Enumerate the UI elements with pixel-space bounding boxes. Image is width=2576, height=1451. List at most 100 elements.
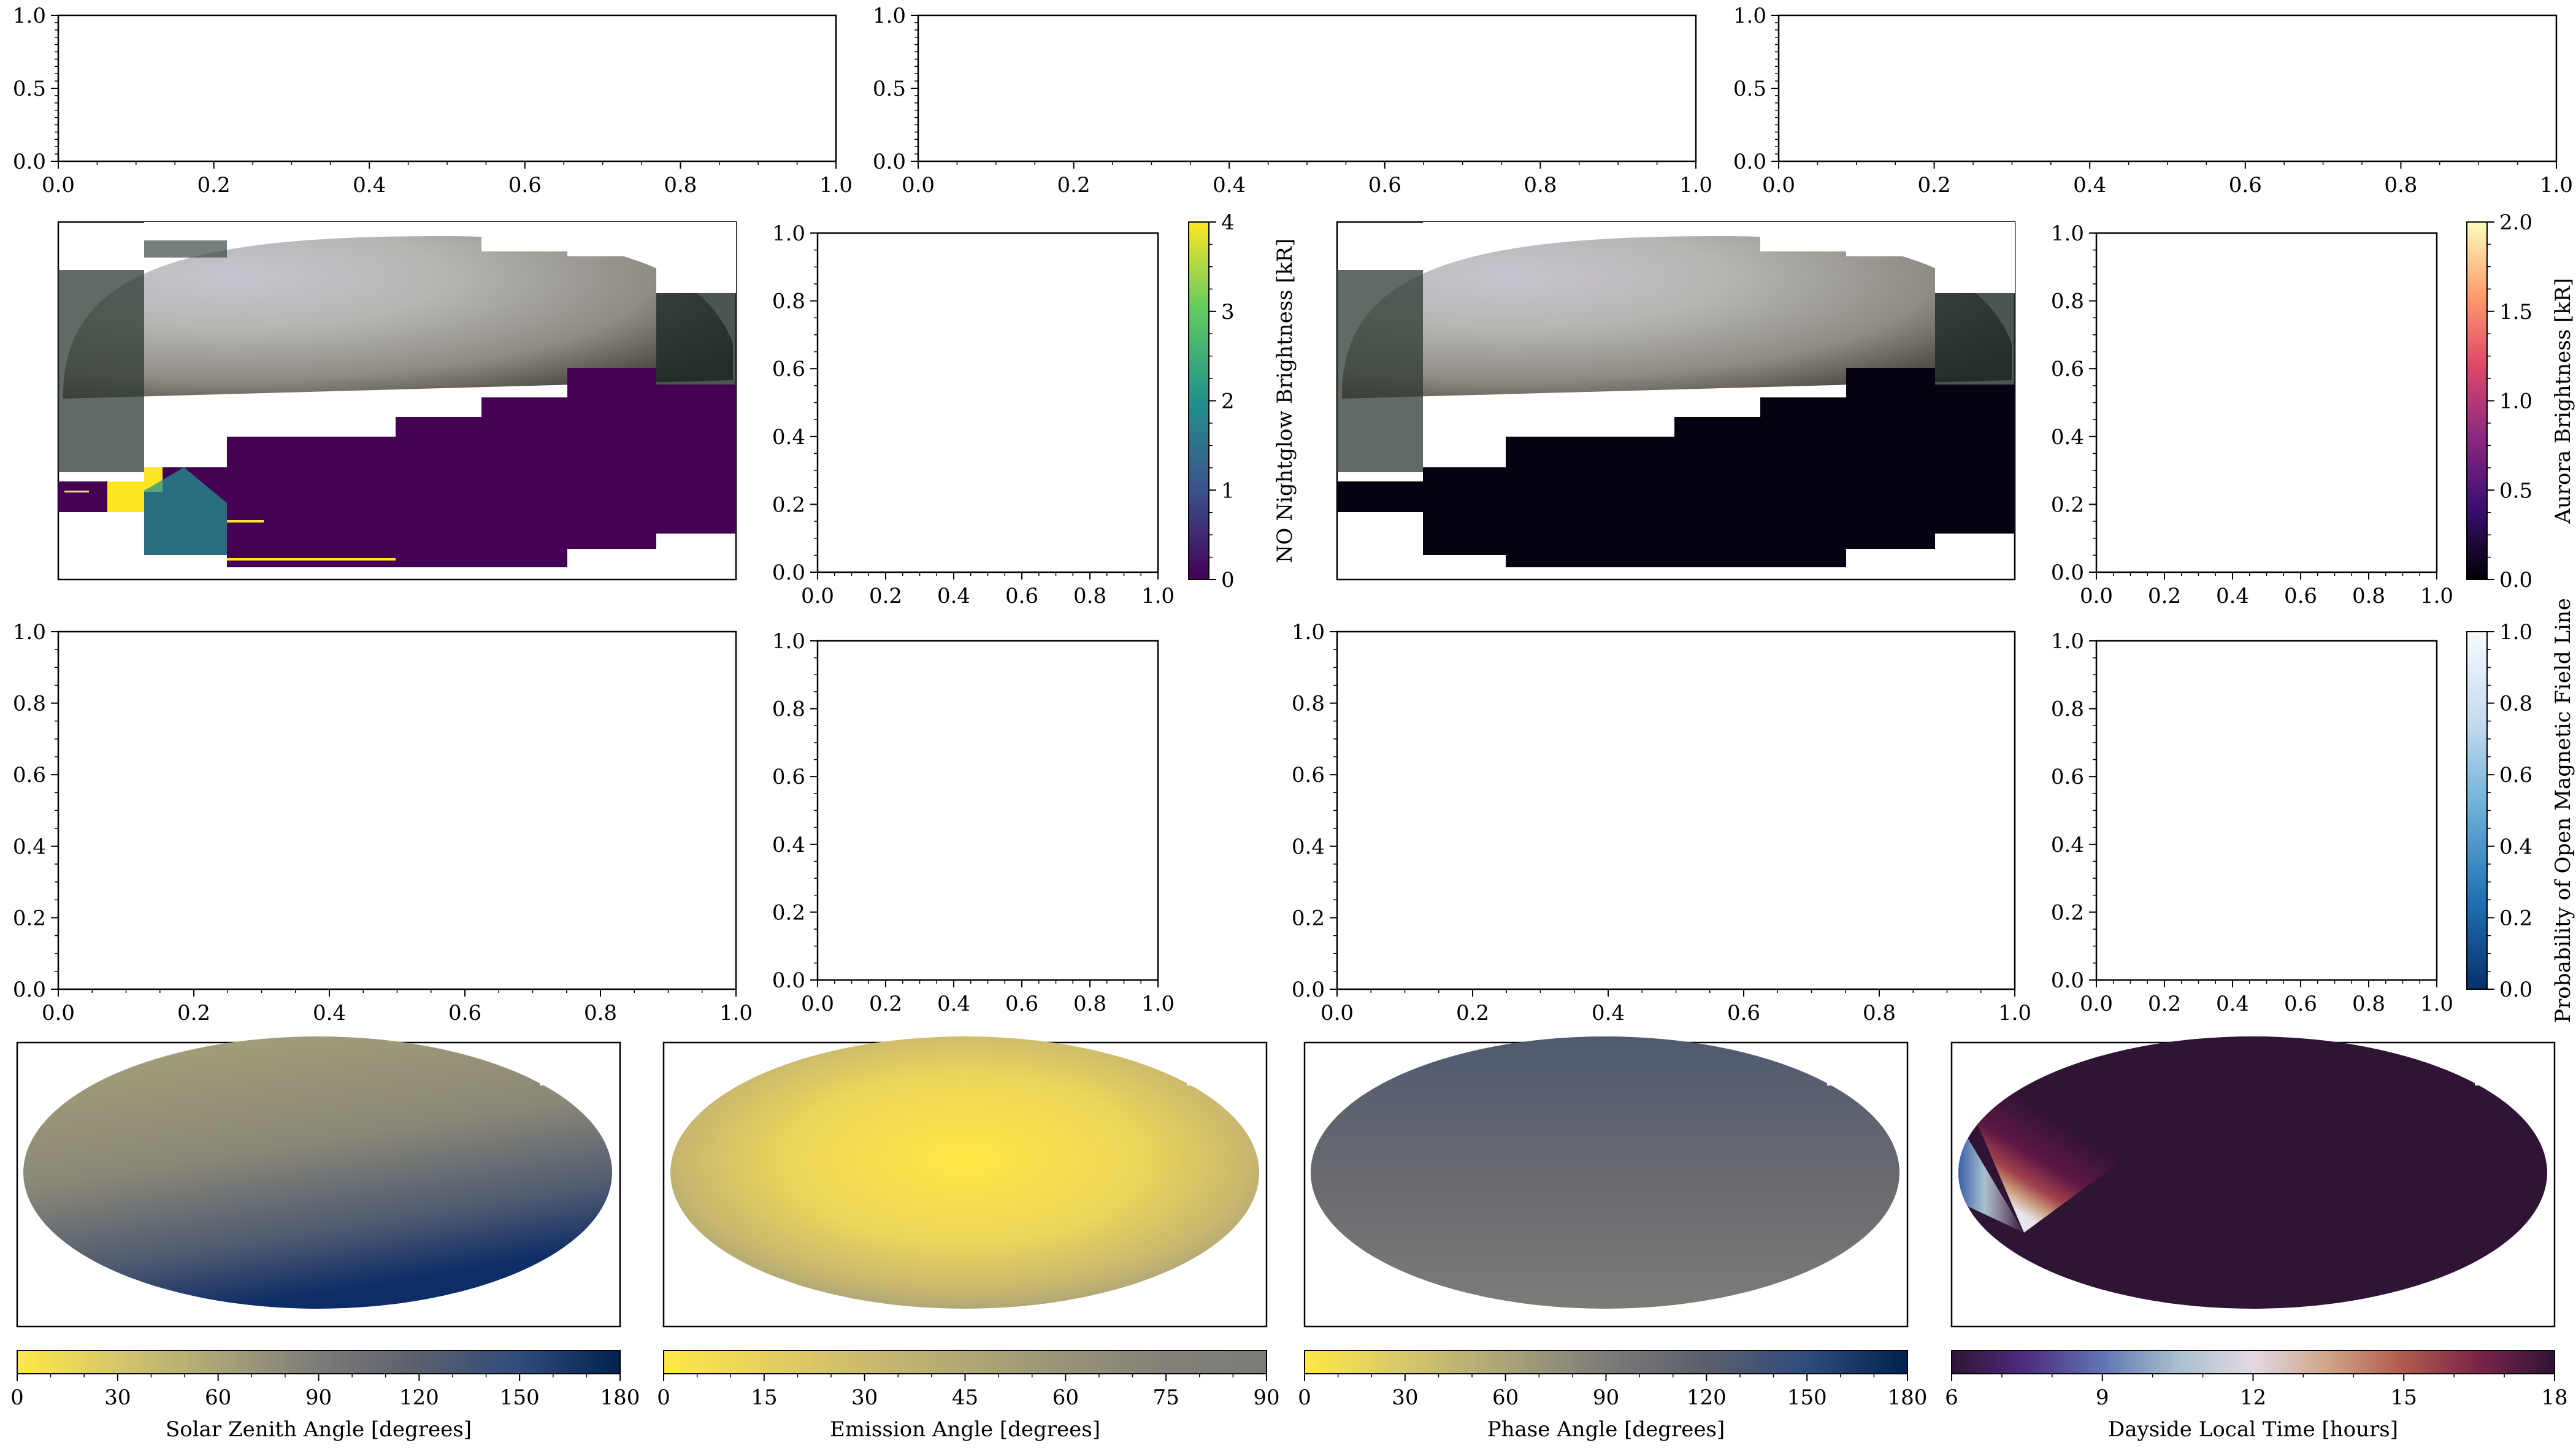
x-tick-label: 0.4 xyxy=(937,992,970,1016)
x-tick-label: 0.6 xyxy=(448,1001,481,1025)
x-tick-label: 0.8 xyxy=(664,173,697,197)
local-time-map-panel xyxy=(1950,1036,2556,1328)
axes-aurora-small: 0.0 0.2 0.4 0.6 0.8 1.0 0.0 0.2 0.4 0.6 0.8 1.0 xyxy=(2051,221,2453,608)
colorbar-tick-label: 150 xyxy=(1787,1385,1827,1410)
y-tick-label: 0.6 xyxy=(1292,763,1325,787)
x-tick-label: 0.2 xyxy=(2148,584,2181,608)
x-tick-label: 0.2 xyxy=(197,173,231,197)
y-tick-label: 1.0 xyxy=(13,4,46,28)
axes-nightglow-small: 0.0 0.2 0.4 0.6 0.8 1.0 0.0 0.2 0.4 0.6 0.8 1.0 xyxy=(772,221,1175,608)
colorbar-tick-label: 75 xyxy=(1153,1385,1179,1410)
x-tick-label: 0.8 xyxy=(1073,992,1106,1016)
x-tick-label: 0.0 xyxy=(1762,173,1795,197)
x-tick-label: 1.0 xyxy=(1998,1001,2031,1025)
y-tick-label: 1.0 xyxy=(772,221,805,246)
colorbar-phase-map: 0 30 60 90 120 150 180 Phase Angle [degrees] xyxy=(1298,1374,1927,1442)
x-tick-label: 0.0 xyxy=(801,992,834,1016)
colorbar-tick-label: 60 xyxy=(205,1385,231,1410)
y-tick-label: 0.0 xyxy=(772,968,805,993)
x-tick-label: 0.2 xyxy=(2148,992,2181,1016)
colorbar-tick-label: 0 xyxy=(1221,568,1235,592)
x-tick-label: 1.0 xyxy=(819,173,853,197)
dark-strip xyxy=(656,293,736,385)
x-tick-label: 0.6 xyxy=(2284,992,2317,1016)
axes-layer: 0.00.51.00.0 0.2 0.4 0.6 0.8 1.00.00.51.00.0 0… xyxy=(13,4,2573,1025)
x-tick-label: 0.6 xyxy=(2284,584,2317,608)
colorbar-tick-label: 45 xyxy=(952,1385,978,1410)
y-tick-label: 0.2 xyxy=(2051,900,2084,925)
x-tick-label: 0.6 xyxy=(2229,173,2262,197)
colorbar-tick-label: 30 xyxy=(851,1385,878,1410)
y-tick-label: 0.2 xyxy=(1292,906,1325,930)
y-tick-label: 0.6 xyxy=(13,763,46,787)
colorbar-tick-label: 15 xyxy=(751,1385,777,1410)
x-tick-label: 0.2 xyxy=(1456,1001,1489,1025)
colorbar-tick-label: 2.0 xyxy=(2499,210,2532,235)
colorbar-tick-label: 0.0 xyxy=(2499,978,2532,1002)
solar-zenith-map-panel xyxy=(16,1036,621,1328)
nightglow-line xyxy=(227,520,264,523)
y-tick-label: 0.8 xyxy=(1292,692,1325,716)
y-tick-label: 0.8 xyxy=(772,697,805,722)
y-tick-label: 1.0 xyxy=(873,4,906,28)
x-tick-label: 1.0 xyxy=(2420,584,2453,608)
x-tick-label: 0.8 xyxy=(1073,584,1106,608)
axes-frame xyxy=(2095,640,2438,981)
x-tick-label: 0.4 xyxy=(313,1001,346,1025)
nightglow-swath xyxy=(58,368,736,567)
colorbar-tick-label: 30 xyxy=(104,1385,131,1410)
y-tick-label: 0.6 xyxy=(2051,765,2084,789)
y-tick-label: 0.8 xyxy=(2051,289,2084,314)
y-tick-label: 0.4 xyxy=(2051,425,2084,450)
aurora-swath xyxy=(1337,368,2015,567)
x-tick-label: 0.0 xyxy=(902,173,935,197)
y-tick-label: 0.4 xyxy=(2051,833,2084,857)
x-tick-label: 0.2 xyxy=(1057,173,1091,197)
colorbar-tick-label: 0 xyxy=(1298,1385,1311,1410)
colorbar-label: Dayside Local Time [hours] xyxy=(2108,1417,2398,1442)
colorbar-tick-label: 1 xyxy=(1221,478,1235,503)
colorbar-label: Phase Angle [degrees] xyxy=(1487,1417,1725,1442)
colorbar-tick-label: 180 xyxy=(1888,1385,1928,1410)
x-tick-label: 0.4 xyxy=(1213,173,1246,197)
colorbar-tick-label: 180 xyxy=(600,1385,640,1410)
colorbar-emission-map: 0 15 30 45 60 75 90 Emission Angle [degrees] xyxy=(657,1374,1280,1442)
colorbar-tick-label: 0.2 xyxy=(2499,906,2532,930)
swath-mask xyxy=(1337,222,2015,293)
colorbar-tick-label: 0.8 xyxy=(2499,692,2532,716)
colorbar-tick-label: 0.4 xyxy=(2499,835,2532,859)
axes-row3-small-right: 0.0 0.2 0.4 0.6 0.8 1.0 0.0 0.2 0.4 0.6 0.8 1.0 xyxy=(2051,629,2453,1016)
colorbar-tick-label: 0 xyxy=(10,1385,24,1410)
y-tick-label: 0.0 xyxy=(1733,150,1766,174)
y-tick-label: 0.0 xyxy=(13,150,46,174)
x-tick-label: 1.0 xyxy=(719,1001,753,1025)
colorbar-phase xyxy=(1304,1350,1908,1374)
axes-frame xyxy=(57,630,737,990)
y-tick-label: 0.4 xyxy=(772,425,805,450)
y-tick-label: 0.2 xyxy=(2051,492,2084,517)
y-tick-label: 1.0 xyxy=(13,620,46,645)
swath-mask xyxy=(58,222,736,293)
aurora-map-panel xyxy=(1336,221,2016,581)
x-tick-label: 0.0 xyxy=(2080,584,2113,608)
x-tick-label: 0.0 xyxy=(2080,992,2113,1016)
y-tick-label: 0.0 xyxy=(2051,968,2084,993)
colorbar-tick-label: 0 xyxy=(657,1385,670,1410)
x-tick-label: 0.6 xyxy=(1005,584,1038,608)
nightglow-line xyxy=(227,558,396,561)
x-tick-label: 0.2 xyxy=(177,1001,210,1025)
colorbar-tick-label: 0.5 xyxy=(2499,478,2532,503)
colorbar-label: Solar Zenith Angle [degrees] xyxy=(166,1417,472,1442)
colorbar-tick-label: 90 xyxy=(1253,1385,1279,1410)
x-tick-label: 0.8 xyxy=(2352,584,2385,608)
colorbar-label: Emission Angle [degrees] xyxy=(830,1417,1100,1442)
axes-top-middle: 0.0 0.5 1.0 0.0 0.2 0.4 0.6 0.8 1.0 xyxy=(873,4,1712,197)
nightglow-map-panel xyxy=(57,221,737,581)
x-tick-label: 0.4 xyxy=(2073,173,2106,197)
y-tick-label: 0.5 xyxy=(1733,77,1766,101)
x-tick-label: 0.4 xyxy=(2216,992,2249,1016)
y-tick-label: 0.0 xyxy=(772,561,805,585)
x-tick-label: 0.6 xyxy=(1368,173,1401,197)
y-tick-label: 0.6 xyxy=(2051,357,2084,381)
